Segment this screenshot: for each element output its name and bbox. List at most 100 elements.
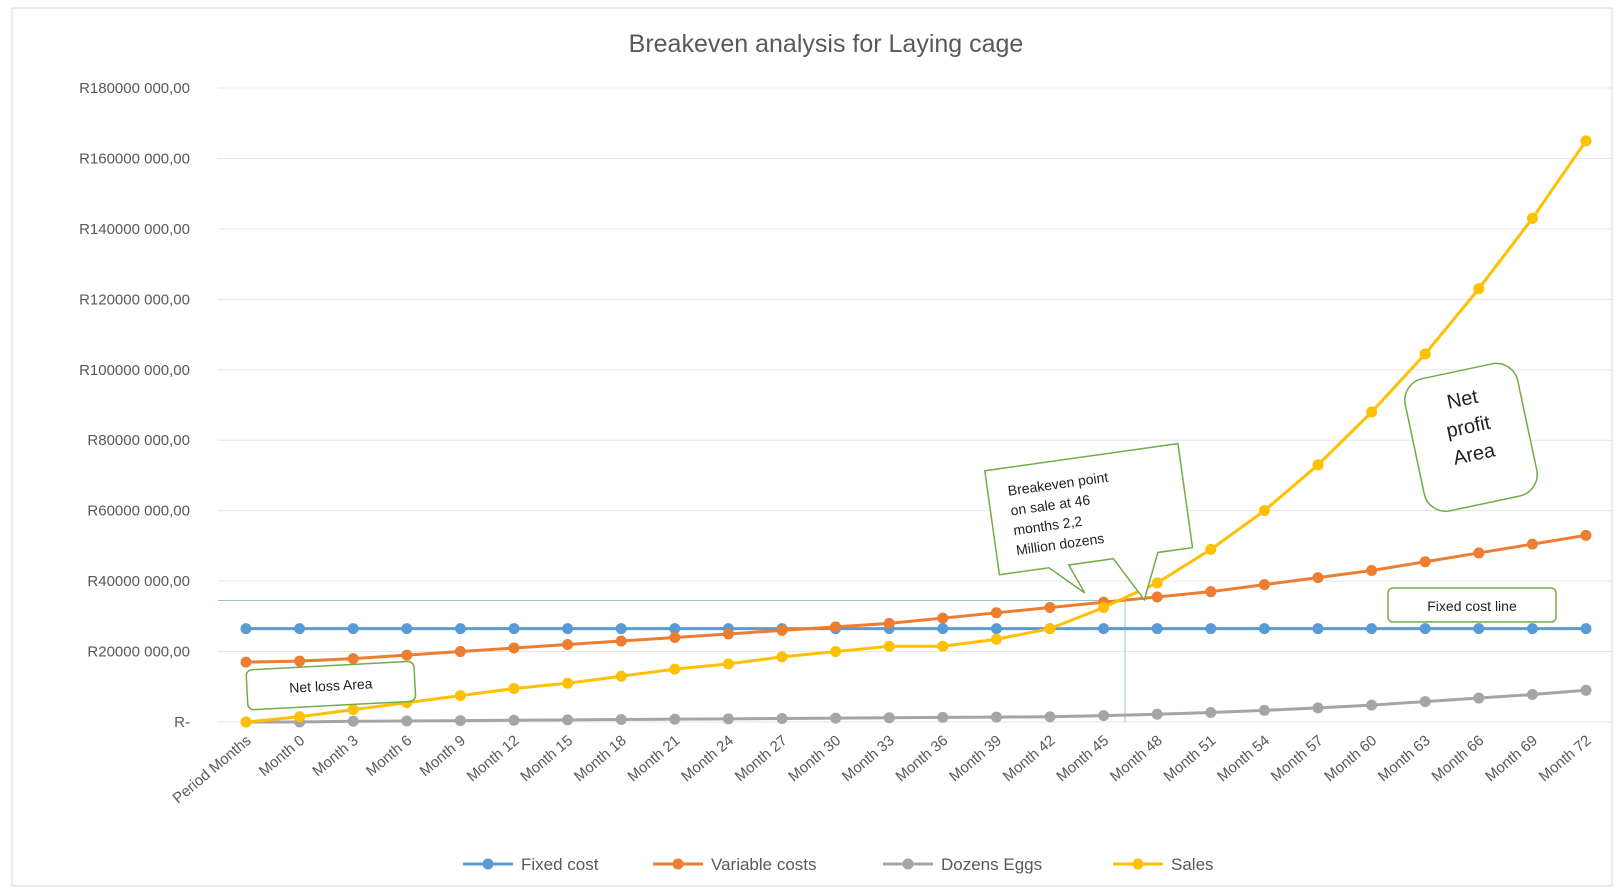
y-tick-label: R120000 000,00 [79, 291, 190, 308]
data-point-variable-costs [883, 617, 895, 629]
y-tick-label: R40000 000,00 [87, 573, 190, 590]
x-tick-label: Month 42 [1000, 732, 1059, 785]
data-point-fixed-cost [562, 623, 574, 635]
data-point-fixed-cost [1526, 623, 1538, 635]
data-point-variable-costs [1205, 586, 1217, 598]
data-point-dozens-eggs [990, 711, 1002, 723]
data-point-sales [454, 690, 466, 702]
data-point-dozens-eggs [1151, 708, 1163, 720]
data-point-variable-costs [1580, 529, 1592, 541]
data-point-dozens-eggs [1580, 684, 1592, 696]
chart-title: Breakeven analysis for Laying cage [629, 30, 1024, 58]
series-layer [240, 135, 1592, 728]
data-point-sales [937, 640, 949, 652]
data-point-sales [1098, 602, 1110, 614]
y-tick-label: R100000 000,00 [79, 362, 190, 379]
x-tick-label: Month 69 [1482, 732, 1541, 785]
series-fixed-cost [240, 623, 1592, 635]
data-point-fixed-cost [1151, 623, 1163, 635]
data-point-dozens-eggs [401, 715, 413, 727]
data-point-sales [508, 683, 520, 695]
data-point-fixed-cost [454, 623, 466, 635]
net-profit-callout: Net profit Area [1404, 362, 1538, 512]
data-point-sales [1312, 459, 1324, 471]
data-point-dozens-eggs [347, 715, 359, 727]
x-tick-label: Month 33 [839, 732, 898, 785]
data-point-dozens-eggs [1312, 702, 1324, 714]
data-point-sales [669, 663, 681, 675]
data-point-dozens-eggs [776, 712, 788, 724]
data-point-dozens-eggs [830, 712, 842, 724]
data-point-sales [1151, 577, 1163, 589]
chart-border [11, 7, 1613, 887]
legend-item-variable-costs: Variable costs [653, 855, 817, 874]
data-point-fixed-cost [294, 623, 306, 635]
data-point-variable-costs [1312, 572, 1324, 584]
data-point-fixed-cost [401, 623, 413, 635]
legend-item-dozens-eggs: Dozens Eggs [883, 855, 1042, 874]
data-point-dozens-eggs [1419, 696, 1431, 708]
data-point-fixed-cost [347, 623, 359, 635]
y-tick-label: R- [174, 714, 190, 731]
breakeven-callout: Breakeven point on sale at 46 months 2,2… [983, 442, 1194, 602]
x-tick-label: Month 21 [625, 732, 684, 785]
data-point-sales [722, 658, 734, 670]
data-point-variable-costs [990, 607, 1002, 619]
data-point-variable-costs [401, 649, 413, 661]
data-point-fixed-cost [1258, 623, 1270, 635]
data-point-fixed-cost [1312, 623, 1324, 635]
data-point-dozens-eggs [454, 715, 466, 727]
y-axis: R- R20000 000,00 R40000 000,00 R60000 000,0… [79, 80, 190, 731]
x-tick-label: Month 15 [517, 732, 576, 785]
data-point-dozens-eggs [615, 714, 627, 726]
data-point-variable-costs [830, 621, 842, 633]
x-tick-label: Month 66 [1429, 732, 1488, 785]
y-tick-label: R80000 000,00 [87, 432, 190, 449]
data-point-fixed-cost [990, 623, 1002, 635]
grid-layer [218, 87, 1612, 723]
y-tick-label: R180000 000,00 [79, 80, 190, 97]
x-tick-label: Month 6 [363, 732, 415, 780]
data-point-sales [1044, 623, 1056, 635]
data-point-variable-costs [562, 639, 574, 651]
data-point-sales [562, 677, 574, 689]
x-tick-label: Month 39 [946, 732, 1005, 785]
data-point-dozens-eggs [1098, 710, 1110, 722]
y-tick-label: R20000 000,00 [87, 644, 190, 661]
series-line-dozens-eggs [246, 688, 1587, 724]
y-tick-label: R160000 000,00 [79, 150, 190, 167]
net-loss-label: Net loss Area [289, 675, 373, 695]
legend-marker-dozens-eggs [902, 858, 914, 870]
x-tick-label: Month 18 [571, 732, 630, 785]
series-dozens-eggs [240, 684, 1592, 728]
x-tick-label: Month 60 [1321, 732, 1380, 785]
data-point-dozens-eggs [669, 713, 681, 725]
x-tick-label: Month 45 [1053, 732, 1112, 785]
data-point-variable-costs [722, 628, 734, 640]
x-tick-label: Month 12 [464, 732, 523, 785]
data-point-dozens-eggs [883, 712, 895, 724]
data-point-sales [776, 651, 788, 663]
x-tick-label: Month 51 [1161, 732, 1220, 785]
x-tick-label: Month 0 [256, 732, 308, 780]
data-point-variable-costs [776, 624, 788, 636]
data-point-sales [1258, 505, 1270, 517]
data-point-variable-costs [240, 656, 252, 668]
data-point-fixed-cost [615, 623, 627, 635]
x-tick-label: Month 36 [893, 732, 952, 785]
legend-label-fixed-cost: Fixed cost [521, 855, 599, 874]
x-tick-label: Month 48 [1107, 732, 1166, 785]
legend: Fixed cost Variable costs Dozens Eggs Sales [463, 855, 1214, 874]
data-point-dozens-eggs [1044, 711, 1056, 723]
data-point-sales [1366, 406, 1378, 418]
data-point-dozens-eggs [937, 711, 949, 723]
legend-label-sales: Sales [1171, 855, 1214, 874]
data-point-sales [1580, 135, 1592, 147]
data-point-fixed-cost [1473, 623, 1485, 635]
data-point-variable-costs [1258, 579, 1270, 591]
series-line-sales [245, 139, 1588, 724]
legend-marker-fixed-cost [482, 858, 494, 870]
series-sales [240, 135, 1592, 728]
legend-marker-sales [1132, 858, 1144, 870]
data-point-dozens-eggs [508, 714, 520, 726]
